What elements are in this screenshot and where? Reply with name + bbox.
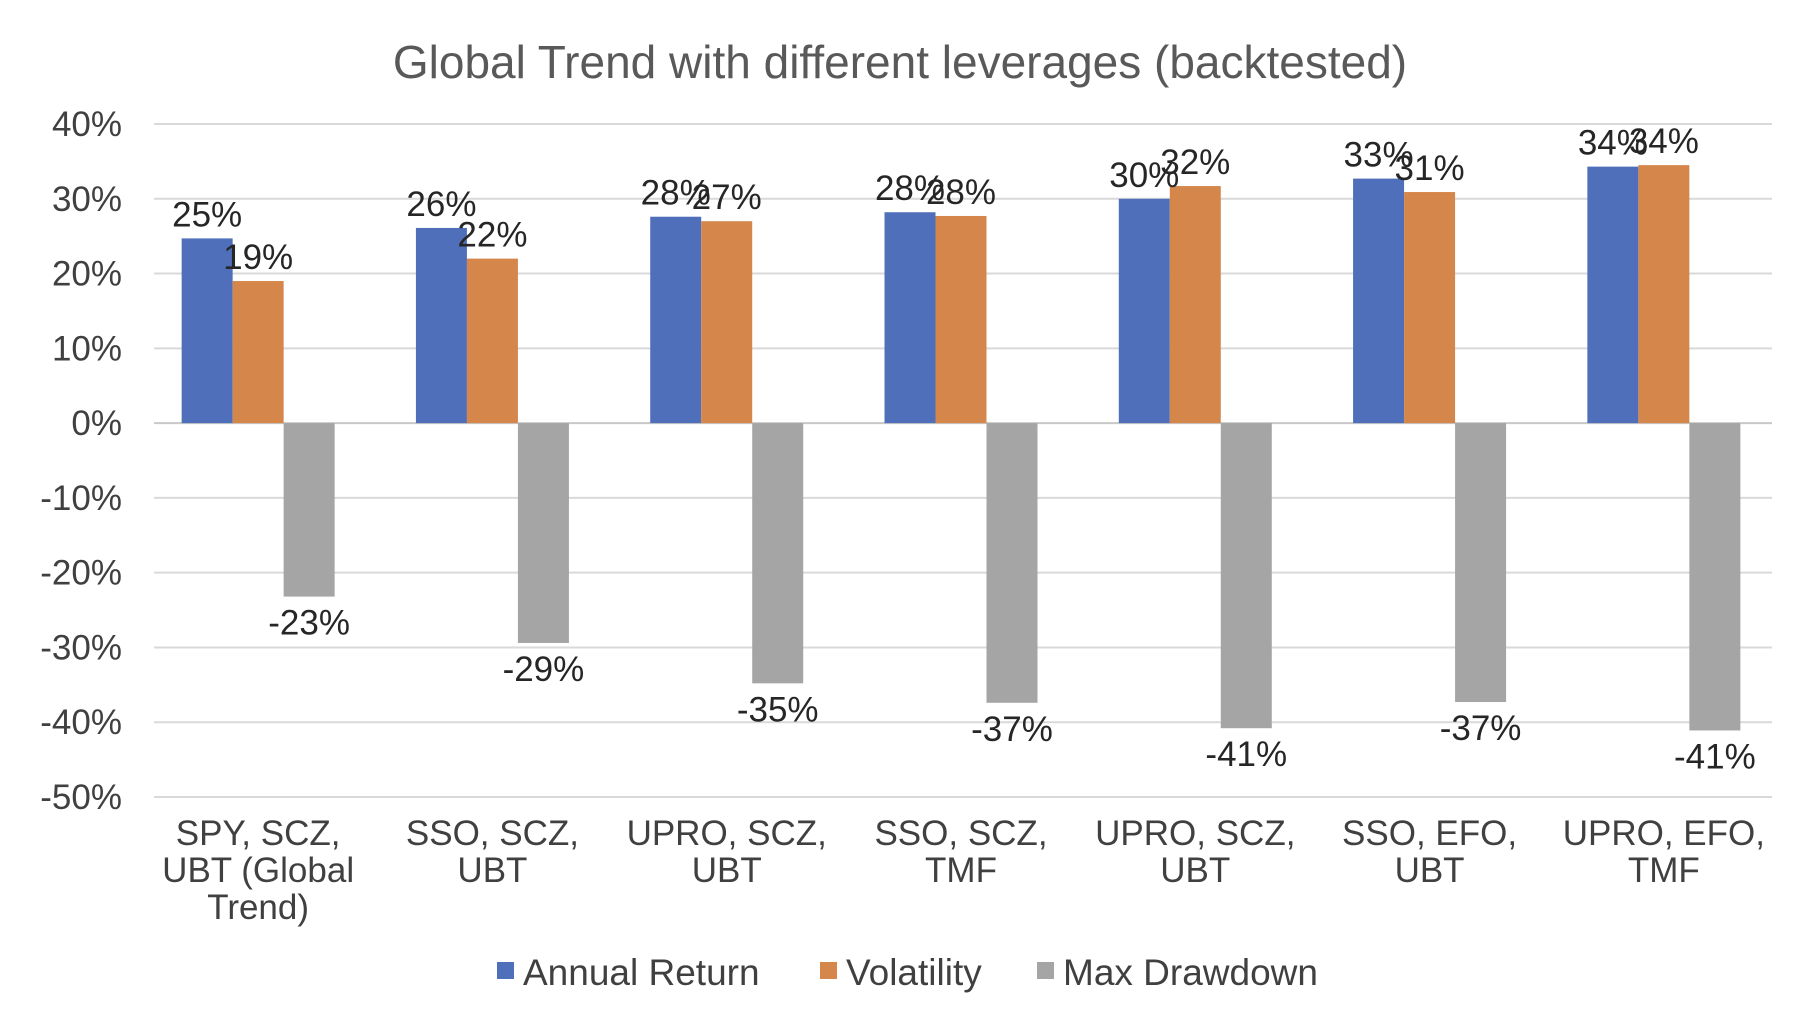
y-tick-label: 0% [71, 404, 122, 443]
x-tick-label: SSO, EFO, UBT [1342, 814, 1517, 890]
data-label: 28% [641, 174, 711, 213]
y-tick-label: 40% [52, 105, 122, 144]
data-label: -37% [971, 710, 1053, 749]
legend-swatch [1037, 962, 1054, 979]
x-tick-label-line: UPRO, EFO, [1563, 814, 1765, 853]
x-tick-label-line: UBT [692, 851, 762, 890]
bar-volatility [232, 281, 284, 424]
x-tick-label: UPRO, EFO, TMF [1563, 814, 1765, 890]
legend: Annual Return Volatility Max Drawdown [497, 952, 1318, 993]
data-label: 34% [1578, 124, 1648, 163]
data-label: -37% [1440, 709, 1522, 748]
bar-max-drawdown [986, 423, 1038, 703]
x-tick-label-line: UBT (Global [162, 851, 354, 890]
data-label: 19% [223, 238, 293, 277]
x-axis-ticks: SPY, SCZ, UBT (Global Trend)SSO, SCZ, UBTUP… [162, 814, 1765, 927]
y-tick-label: -40% [40, 703, 122, 742]
x-tick-label: UPRO, SCZ, UBT [627, 814, 827, 890]
data-label: 25% [172, 195, 242, 234]
data-label: 31% [1395, 149, 1465, 188]
x-tick-label-line: TMF [1628, 851, 1700, 890]
x-tick-label-line: SSO, SCZ, [874, 814, 1047, 853]
bars [181, 165, 1741, 731]
x-tick-label-line: Trend) [207, 888, 309, 927]
legend-label: Volatility [846, 952, 982, 993]
data-label: 22% [457, 216, 527, 255]
data-label: -41% [1674, 737, 1756, 776]
x-tick-label: SSO, SCZ, TMF [874, 814, 1047, 890]
legend-label: Max Drawdown [1063, 952, 1318, 993]
bar-max-drawdown [1455, 423, 1507, 703]
x-tick-label: SPY, SCZ, UBT (Global Trend) [162, 814, 354, 927]
bar-volatility [1169, 186, 1221, 424]
x-tick-label-line: SSO, EFO, [1342, 814, 1517, 853]
legend-item: Volatility [820, 952, 982, 993]
data-label: 32% [1160, 143, 1230, 182]
bar-volatility [935, 215, 987, 424]
x-tick-label-line: SPY, SCZ, [176, 814, 341, 853]
data-label: 30% [1109, 156, 1179, 195]
x-tick-label-line: UPRO, SCZ, [627, 814, 827, 853]
x-tick-label-line: UPRO, SCZ, [1095, 814, 1295, 853]
bar-annual-return [650, 216, 702, 424]
x-tick-label: SSO, SCZ, UBT [406, 814, 579, 890]
bar-annual-return [181, 238, 233, 424]
data-label: -29% [503, 650, 585, 689]
y-tick-label: -20% [40, 554, 122, 593]
y-tick-label: -30% [40, 628, 122, 667]
x-tick-label-line: UBT [1395, 851, 1465, 890]
data-label: -23% [268, 604, 350, 643]
legend-item: Annual Return [497, 952, 760, 993]
bar-volatility [466, 258, 518, 424]
x-tick-label-line: UBT [1160, 851, 1230, 890]
bar-max-drawdown [1689, 423, 1741, 731]
y-axis-ticks: 40% 30% 20% 10% 0% -10% -20% -30% -40% -50% [40, 105, 122, 817]
bar-annual-return [1353, 178, 1405, 424]
x-tick-label: UPRO, SCZ, UBT [1095, 814, 1295, 890]
data-label: 28% [875, 169, 945, 208]
x-tick-label-line: TMF [925, 851, 997, 890]
bar-volatility [1404, 192, 1456, 424]
bar-max-drawdown [752, 423, 804, 684]
data-label: 27% [692, 178, 762, 217]
bar-annual-return [884, 212, 936, 424]
legend-swatch [497, 962, 514, 979]
bar-max-drawdown [1220, 423, 1272, 729]
data-label: -41% [1205, 735, 1287, 774]
data-label: -35% [737, 690, 819, 729]
legend-item: Max Drawdown [1037, 952, 1318, 993]
data-labels: 25% 26% 28% 28% 30%33% 34%19%22%27% 28%32% 31%3… [172, 122, 1756, 776]
legend-label: Annual Return [523, 952, 760, 993]
legend-swatch [820, 962, 837, 979]
bar-annual-return [1587, 166, 1639, 424]
x-tick-label-line: UBT [457, 851, 527, 890]
data-label: 33% [1344, 136, 1414, 175]
y-tick-label: 20% [52, 255, 122, 294]
y-tick-label: -50% [40, 778, 122, 817]
y-tick-label: 10% [52, 329, 122, 368]
data-label: 34% [1629, 122, 1699, 161]
y-tick-label: -10% [40, 479, 122, 518]
bar-max-drawdown [517, 423, 569, 643]
bar-annual-return [415, 227, 467, 424]
bar-volatility [701, 221, 753, 424]
x-tick-label-line: SSO, SCZ, [406, 814, 579, 853]
bar-max-drawdown [283, 423, 335, 597]
chart-title: Global Trend with different leverages (b… [393, 36, 1407, 88]
bar-volatility [1638, 165, 1690, 424]
bar-annual-return [1118, 198, 1170, 424]
y-tick-label: 30% [52, 180, 122, 219]
data-label: 26% [406, 185, 476, 224]
data-label: 28% [926, 173, 996, 212]
